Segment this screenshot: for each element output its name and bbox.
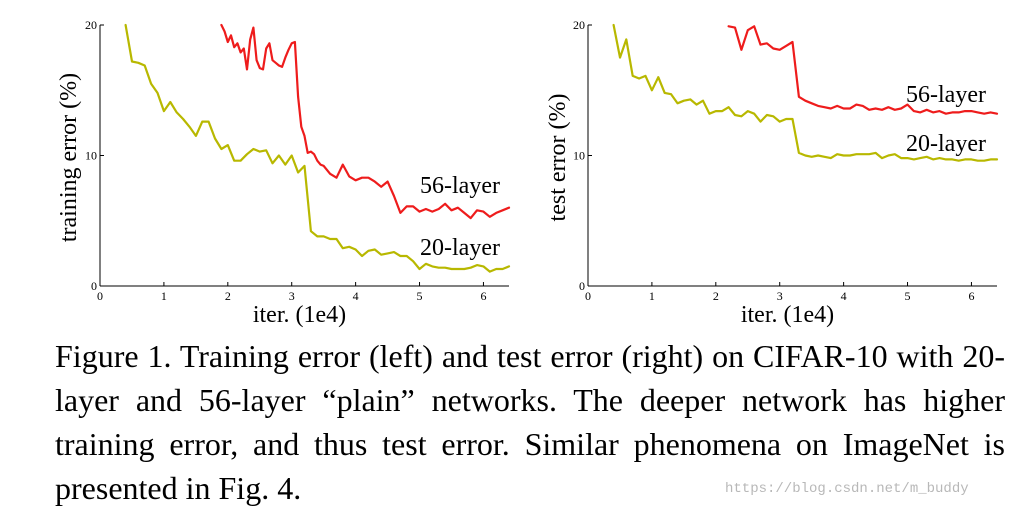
x-tick-label: 4 (841, 289, 847, 303)
x-tick-label: 3 (777, 289, 783, 303)
y-axis-title: training error (%) (56, 73, 82, 242)
x-tick-label: 6 (968, 289, 974, 303)
x-tick-label: 1 (649, 289, 655, 303)
x-tick-label: 0 (97, 289, 103, 303)
y-tick-label: 0 (91, 279, 97, 293)
y-tick-label: 20 (573, 18, 585, 32)
series-line-20-layer (124, 23, 511, 273)
x-tick-label: 4 (353, 289, 359, 303)
series-label-20-layer: 20-layer (906, 131, 986, 157)
series-line-20-layer (612, 23, 999, 162)
y-tick-label: 10 (573, 149, 585, 163)
x-tick-label: 1 (161, 289, 167, 303)
x-axis-title: iter. (1e4) (741, 302, 834, 328)
training-error-chart: 0 10 20 0 1 2 3 4 5 6 56-layer 20-layer iter. (1e4) t… (56, 18, 511, 328)
y-tick-label: 10 (85, 149, 97, 163)
x-tick-label: 3 (289, 289, 295, 303)
x-tick-label: 5 (417, 289, 423, 303)
series-label-20-layer: 20-layer (420, 235, 500, 261)
x-tick-label: 2 (713, 289, 719, 303)
x-tick-label: 6 (480, 289, 486, 303)
y-tick-label: 0 (579, 279, 585, 293)
series-line-56-layer (220, 23, 511, 220)
x-axis-title: iter. (1e4) (253, 302, 346, 328)
watermark: https://blog.csdn.net/m_buddy (725, 481, 969, 497)
x-tick-label: 5 (905, 289, 911, 303)
x-tick-label: 0 (585, 289, 591, 303)
series-label-56-layer: 56-layer (906, 82, 986, 108)
y-axis-title: test error (%) (545, 94, 571, 222)
series-line-56-layer (727, 25, 999, 115)
x-tick-label: 2 (225, 289, 231, 303)
test-error-chart: 0 10 20 0 1 2 3 4 5 6 56-layer 20-layer iter. (1e4) t… (545, 18, 999, 328)
figure-caption: Figure 1. Training error (left) and test… (55, 338, 1005, 506)
series-label-56-layer: 56-layer (420, 173, 500, 199)
y-tick-label: 20 (85, 18, 97, 32)
